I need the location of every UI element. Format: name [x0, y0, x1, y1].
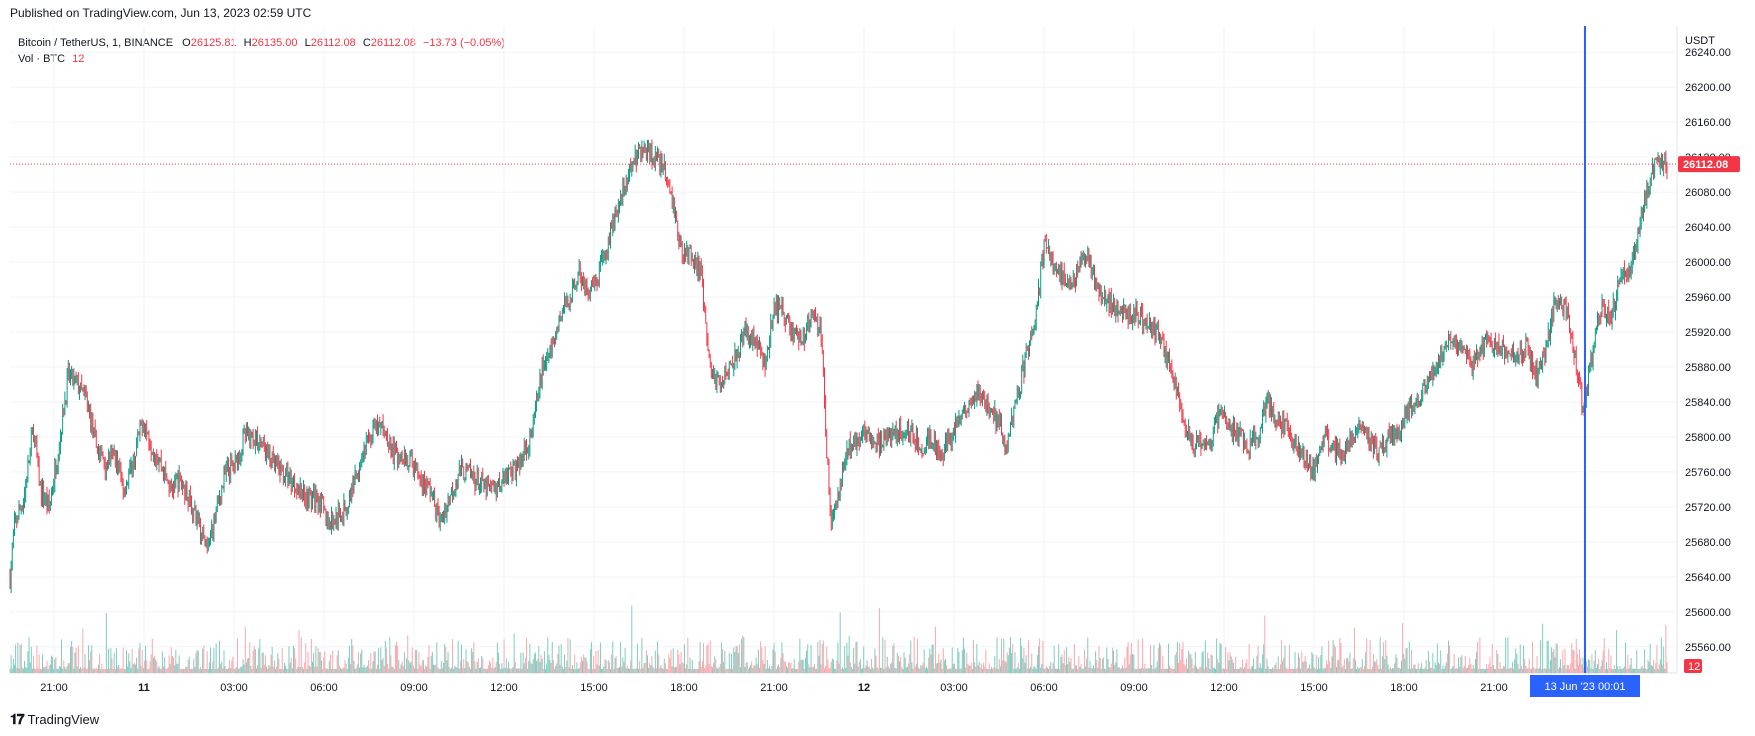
time-tick-label: 03:00	[940, 682, 968, 694]
ohlc-row: Bitcoin / TetherUS, 1, BINANCE O26125.81…	[18, 35, 505, 51]
volume-row: Vol · BTC 12	[18, 51, 505, 67]
price-tick-label: 25560.00	[1685, 642, 1731, 654]
candles	[9, 139, 1668, 594]
time-tick-label: 15:00	[580, 682, 608, 694]
price-tick-label: 25840.00	[1685, 397, 1731, 409]
grid-lines	[10, 26, 1678, 674]
price-tick-label: 26040.00	[1685, 222, 1731, 234]
last-volume-badge: 12	[1684, 659, 1702, 673]
chart-legend: Bitcoin / TetherUS, 1, BINANCE O26125.81…	[18, 35, 505, 67]
price-tick-label: 26080.00	[1685, 187, 1731, 199]
open-value: 26125.81	[190, 37, 237, 49]
price-tick-label: 25920.00	[1685, 327, 1731, 339]
time-tick-label: 09:00	[400, 682, 428, 694]
change-value: −13.73 (−0.05%)	[422, 37, 505, 49]
high-label: H	[243, 37, 252, 49]
time-tick-label: 18:00	[1390, 682, 1418, 694]
price-tick-label: 25880.00	[1685, 362, 1731, 374]
price-tick-label: 25760.00	[1685, 467, 1731, 479]
volume-value: 12	[72, 53, 85, 65]
last-price-badge-bg	[1678, 156, 1740, 173]
open-label: O	[182, 37, 191, 49]
time-tick-label: 03:00	[220, 682, 248, 694]
low-label: L	[304, 37, 311, 49]
time-tick-label: 09:00	[1120, 682, 1148, 694]
price-tick-label: 25640.00	[1685, 572, 1731, 584]
time-tick-label: 12:00	[490, 682, 518, 694]
price-tick-label: 25680.00	[1685, 537, 1731, 549]
price-tick-label: 25800.00	[1685, 432, 1731, 444]
price-tick-label: 26000.00	[1685, 257, 1731, 269]
price-tick-label: 25720.00	[1685, 502, 1731, 514]
price-axis[interactable]: 26240.0026200.0026160.0026120.0026080.00…	[1685, 47, 1731, 654]
time-tick-label: 18:00	[670, 682, 698, 694]
price-unit-label: USDT	[1685, 35, 1715, 47]
price-tick-label: 25960.00	[1685, 292, 1731, 304]
price-tick-label: 26240.00	[1685, 47, 1731, 59]
price-tick-label: 26200.00	[1685, 82, 1731, 94]
symbol-label[interactable]: Bitcoin / TetherUS, 1, BINANCE	[18, 37, 174, 49]
last-price-badge-text: 26112.08	[1683, 159, 1728, 171]
last-volume-badge-text: 12	[1688, 661, 1700, 673]
crosshair-time-badge-bg	[1530, 675, 1640, 697]
footer-brand-label: TradingView	[27, 712, 100, 727]
published-note: Published on TradingView.com, Jun 13, 20…	[10, 6, 312, 20]
time-axis[interactable]: 21:00 11 03:00 06:00 09:00 12:00 15:00 18:00 21:…	[40, 682, 1594, 694]
volume-label[interactable]: Vol · BTC	[18, 53, 66, 65]
close-label: C	[362, 37, 371, 49]
last-price-badge: 26112.08	[1678, 156, 1740, 173]
time-tick-label: 12	[858, 682, 870, 694]
high-value: 26135.00	[251, 37, 298, 49]
time-tick-label: 06:00	[310, 682, 338, 694]
crosshair-time-badge: 13 Jun '23 00:01	[1530, 675, 1640, 697]
time-tick-label: 21:00	[40, 682, 68, 694]
price-tick-label: 26160.00	[1685, 117, 1731, 129]
time-tick-label: 15:00	[1300, 682, 1328, 694]
time-tick-label: 06:00	[1030, 682, 1058, 694]
price-tick-label: 25600.00	[1685, 607, 1731, 619]
time-tick-label: 11	[138, 682, 150, 694]
close-value: 26112.08	[370, 37, 416, 49]
tradingview-logo-icon: 𝟏𝟕	[10, 711, 25, 727]
crosshair-time-badge-text: 13 Jun '23 00:01	[1544, 681, 1625, 693]
last-volume-badge-bg	[1684, 659, 1702, 673]
low-value: 26112.08	[310, 37, 356, 49]
time-tick-label: 21:00	[1480, 682, 1508, 694]
time-tick-label: 21:00	[760, 682, 788, 694]
time-tick-label: 12:00	[1210, 682, 1238, 694]
footer-brand[interactable]: 𝟏𝟕 TradingView	[10, 711, 99, 728]
volume-bars	[9, 605, 1668, 673]
